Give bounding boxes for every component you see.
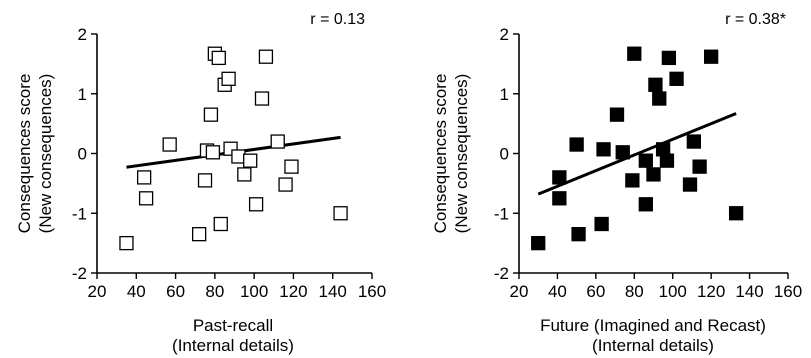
data-point bbox=[703, 49, 719, 64]
data-point bbox=[221, 71, 236, 86]
data-point bbox=[248, 197, 264, 212]
y-tick-label: -1 bbox=[494, 204, 509, 223]
y-tick-label: -2 bbox=[72, 264, 87, 283]
y-axis-title: (New consequences) bbox=[452, 74, 471, 234]
data-point bbox=[243, 153, 258, 168]
data-point bbox=[211, 50, 226, 66]
data-point bbox=[552, 191, 567, 206]
x-axis-title: Past-recall bbox=[193, 316, 273, 335]
data-point bbox=[661, 50, 677, 66]
y-tick-label: -1 bbox=[72, 204, 87, 223]
data-point bbox=[638, 197, 653, 212]
data-point bbox=[728, 206, 744, 221]
data-point bbox=[136, 170, 152, 185]
data-point bbox=[552, 170, 567, 185]
data-point bbox=[119, 235, 134, 251]
data-point bbox=[686, 134, 702, 149]
data-point bbox=[197, 173, 213, 188]
x-tick-label: 140 bbox=[319, 282, 347, 301]
y-tick-label: -2 bbox=[494, 264, 509, 283]
data-point bbox=[571, 227, 586, 242]
scatter-plot-past-recall: -2 -1 0 1 2 20 40 60 80 100 120 140 160 r = 0.13 Past-… bbox=[15, 11, 386, 355]
y-tick-label: 2 bbox=[78, 25, 87, 44]
y-axis-title: Consequences score bbox=[431, 74, 450, 234]
x-tick-label: 40 bbox=[548, 282, 567, 301]
y-tick-label: 1 bbox=[500, 85, 509, 104]
data-point bbox=[615, 145, 630, 160]
x-tick-label: 100 bbox=[240, 282, 268, 301]
x-tick-label: 100 bbox=[659, 282, 687, 301]
x-axis-title: Future (Imagined and Recast) bbox=[540, 316, 766, 335]
data-point bbox=[203, 107, 219, 122]
data-point bbox=[627, 46, 642, 61]
data-point bbox=[646, 167, 661, 182]
data-point bbox=[162, 137, 177, 152]
x-axis-title: (Internal details) bbox=[172, 336, 294, 355]
y-axis-title: (New consequences) bbox=[36, 74, 55, 234]
data-point bbox=[278, 177, 293, 192]
data-point bbox=[531, 235, 546, 251]
data-point bbox=[333, 206, 348, 221]
data-point bbox=[231, 149, 246, 164]
data-point bbox=[254, 91, 270, 106]
data-point bbox=[609, 107, 625, 122]
y-tick-label: 1 bbox=[78, 85, 87, 104]
data-point bbox=[652, 91, 667, 106]
correlation-annotation: r = 0.13 bbox=[310, 11, 365, 28]
x-tick-label: 60 bbox=[166, 282, 185, 301]
data-point bbox=[258, 49, 274, 64]
data-point bbox=[648, 77, 663, 92]
scatter-plot-future: -2 -1 0 1 2 20 40 60 80 100 120 140 160 r = 0.38* Futu… bbox=[431, 11, 802, 355]
regression-line bbox=[537, 112, 737, 196]
x-axis-title: (Internal details) bbox=[592, 336, 714, 355]
data-point bbox=[138, 191, 154, 206]
y-axis-title: Consequences score bbox=[15, 74, 34, 234]
x-tick-label: 120 bbox=[279, 282, 307, 301]
data-point bbox=[692, 159, 707, 174]
x-tick-label: 160 bbox=[774, 282, 802, 301]
data-point bbox=[213, 216, 228, 232]
y-tick-label: 0 bbox=[500, 145, 509, 164]
data-point bbox=[625, 173, 640, 188]
data-point bbox=[284, 159, 299, 174]
data-point bbox=[682, 177, 698, 192]
x-tick-label: 60 bbox=[586, 282, 605, 301]
x-tick-label: 160 bbox=[358, 282, 386, 301]
x-tick-label: 40 bbox=[127, 282, 146, 301]
data-point bbox=[638, 153, 653, 168]
x-tick-label: 20 bbox=[510, 282, 529, 301]
correlation-annotation: r = 0.38* bbox=[725, 11, 786, 28]
data-point bbox=[569, 137, 584, 152]
data-point bbox=[659, 153, 675, 168]
chart-panel-future: -2 -1 0 1 2 20 40 60 80 100 120 140 160 r = 0.38* Futu… bbox=[406, 0, 811, 358]
x-tick-label: 120 bbox=[697, 282, 725, 301]
data-point bbox=[270, 134, 285, 149]
chart-panel-past-recall: -2 -1 0 1 2 20 40 60 80 100 120 140 160 r = 0.13 Past-… bbox=[0, 0, 405, 358]
data-point bbox=[669, 71, 684, 86]
x-tick-label: 80 bbox=[625, 282, 644, 301]
data-point bbox=[191, 227, 207, 242]
x-tick-label: 140 bbox=[735, 282, 763, 301]
data-point bbox=[594, 216, 609, 232]
data-point bbox=[237, 167, 252, 182]
y-tick-label: 2 bbox=[500, 25, 509, 44]
data-point bbox=[596, 142, 611, 157]
y-tick-label: 0 bbox=[78, 145, 87, 164]
x-tick-label: 20 bbox=[88, 282, 107, 301]
x-tick-label: 80 bbox=[205, 282, 224, 301]
data-point bbox=[205, 145, 221, 160]
